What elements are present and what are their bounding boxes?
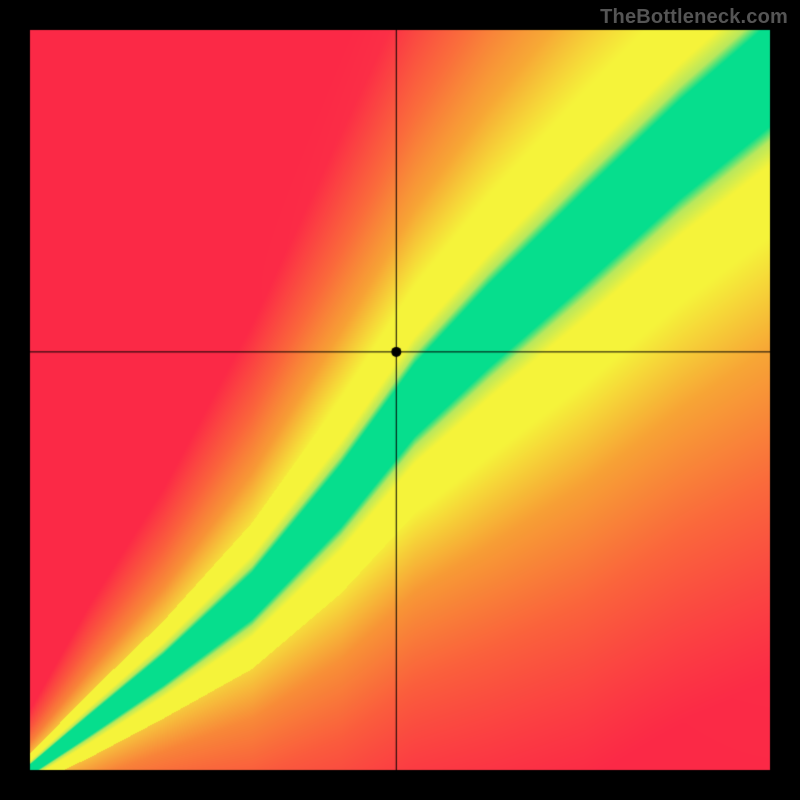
watermark-label: TheBottleneck.com (600, 6, 788, 29)
bottleneck-heatmap (0, 0, 800, 800)
chart-container: TheBottleneck.com (0, 0, 800, 800)
